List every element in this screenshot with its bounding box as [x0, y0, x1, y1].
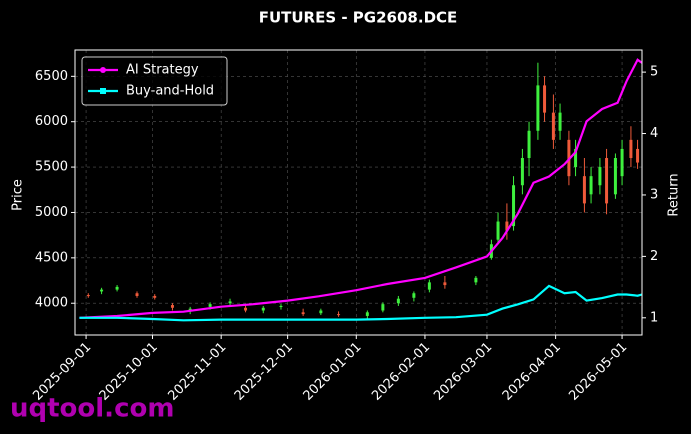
candle-body [115, 286, 119, 290]
candle-body [598, 167, 602, 186]
candle-body [244, 307, 248, 311]
candle-body [574, 148, 578, 168]
candle-body [613, 158, 617, 195]
candle-body [381, 304, 385, 311]
legend-label: AI Strategy [126, 63, 199, 78]
candle-body [153, 295, 157, 298]
y2-tick-label: 5 [650, 65, 658, 80]
candle-body [589, 176, 593, 195]
y-axis-label: Price [11, 179, 26, 211]
candle-body [505, 221, 509, 231]
candle-body [520, 158, 524, 186]
candle-body [86, 295, 90, 297]
candle-body [512, 185, 516, 227]
line [79, 58, 643, 319]
legend-label: Buy-and-Hold [126, 84, 214, 99]
candle-body [427, 282, 431, 290]
y-tick-label: 6000 [35, 114, 68, 129]
candle-body [636, 148, 640, 163]
legend: AI Strategy Buy-and-Hold [81, 56, 228, 106]
y-tick-label: 4000 [35, 296, 68, 311]
candle-body [301, 312, 305, 315]
candle-body [337, 314, 341, 316]
candle-body [443, 282, 447, 286]
legend-box [81, 56, 228, 106]
candle-body [496, 221, 500, 240]
line [79, 284, 643, 322]
y2-tick-label: 2 [650, 249, 658, 264]
y2-axis-label: Return [667, 173, 682, 216]
candle-body [543, 85, 547, 113]
candle-body [582, 176, 586, 204]
watermark: uqtool.com [10, 394, 174, 424]
legend-marker [100, 67, 106, 73]
y-tick-label: 4500 [35, 250, 68, 265]
candle-body [279, 305, 283, 307]
candle-body [135, 293, 139, 296]
candle-body [365, 312, 369, 316]
y-tick-label: 5500 [35, 160, 68, 175]
candle-body [228, 301, 232, 304]
candle-body [474, 277, 478, 283]
candle-body [527, 130, 531, 159]
y-tick-label: 5000 [35, 205, 68, 220]
candle-body [629, 139, 633, 159]
chart-title: FUTURES - PG2608.DCE [259, 9, 458, 27]
candle-body [100, 289, 104, 292]
candle-body [208, 304, 212, 307]
plot-frame [74, 49, 643, 336]
y-tick-label: 6500 [35, 69, 68, 84]
candle-body [319, 310, 323, 314]
candle-body [412, 293, 416, 298]
candle-body [558, 112, 562, 131]
y2-tick-label: 1 [650, 310, 658, 325]
candle-body [551, 112, 555, 140]
candle-body [396, 298, 400, 304]
candle-body [605, 158, 609, 204]
y2-tick-label: 3 [650, 187, 658, 202]
candle-body [620, 148, 624, 177]
legend-marker [100, 88, 106, 94]
candle-body [261, 307, 265, 311]
y2-tick-label: 4 [650, 126, 658, 141]
candle-body [170, 305, 174, 308]
candle-body [536, 85, 540, 131]
candle-body [188, 308, 192, 311]
